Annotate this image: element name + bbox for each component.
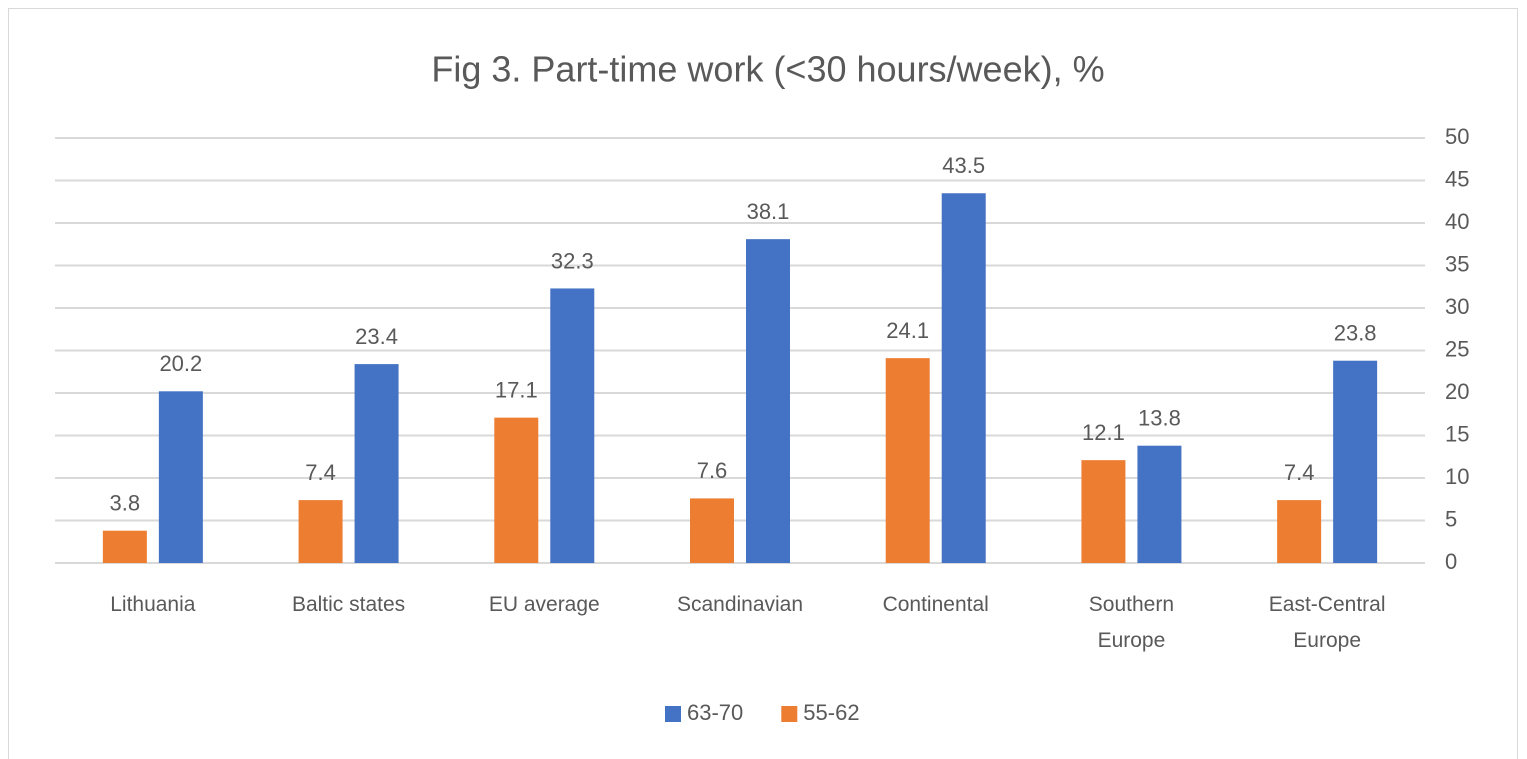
chart-title: Fig 3. Part-time work (<30 hours/week), … [431,49,1104,90]
y-tick-label: 45 [1445,166,1469,191]
bar [1277,500,1322,563]
y-tick-label: 50 [1445,124,1469,149]
x-tick-label: Scandinavian [676,593,804,616]
y-tick-label: 0 [1445,549,1457,574]
bar [885,358,930,563]
y-tick-label: 30 [1445,294,1469,319]
y-tick-label: 35 [1445,251,1469,276]
bar [1137,445,1182,563]
data-label: 38.1 [747,199,790,224]
legend-label: 55-62 [803,700,859,725]
data-label: 13.8 [1138,406,1181,431]
data-label: 7.6 [697,458,728,483]
bar [1333,360,1378,563]
bar [354,364,399,563]
data-label: 32.3 [551,248,594,273]
data-label: 43.5 [942,153,985,178]
x-tick-label: EU average [488,593,600,616]
bar [102,530,147,563]
data-label: 24.1 [886,318,929,343]
y-tick-label: 40 [1445,209,1469,234]
x-tick-label: East-Central Europe [1268,593,1386,652]
data-label: 23.4 [355,324,398,349]
x-tick-label: Continental [882,593,989,616]
bar [550,288,595,563]
bar [298,500,343,563]
bar [941,193,986,563]
y-tick-label: 10 [1445,464,1469,489]
bar [1081,460,1126,563]
bar [494,417,539,563]
x-tick-label: Baltic states [291,593,406,616]
x-tick-label: Southern Europe [1088,593,1175,652]
y-tick-label: 5 [1445,506,1457,531]
data-label: 3.8 [110,491,141,516]
data-label: 17.1 [495,377,538,402]
y-tick-label: 15 [1445,421,1469,446]
data-label: 7.4 [305,460,336,485]
y-tick-label: 20 [1445,379,1469,404]
x-tick-label: Lithuania [110,593,196,616]
bar [158,391,203,563]
y-tick-label: 25 [1445,336,1469,361]
legend-label: 63-70 [687,700,743,725]
bar [746,239,790,563]
legend-swatch [665,706,681,722]
bar [690,498,734,563]
data-label: 23.8 [1334,321,1377,346]
data-label: 7.4 [1284,460,1315,485]
data-label: 20.2 [159,351,202,376]
data-label: 12.1 [1082,420,1125,445]
legend-swatch [781,706,798,722]
